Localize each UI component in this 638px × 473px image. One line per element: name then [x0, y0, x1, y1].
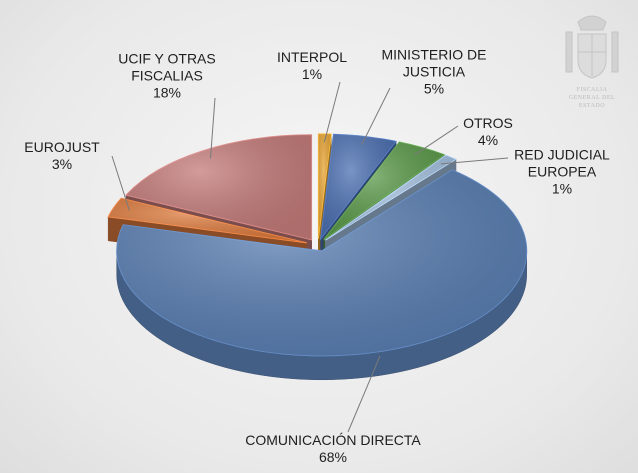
slice-shine: [318, 133, 332, 239]
value-label: 68%: [318, 449, 348, 465]
leader-line: [414, 125, 459, 156]
slice-label: OTROS 4%: [428, 115, 548, 149]
slice-shine: [126, 134, 312, 240]
category-label: OTROS: [463, 115, 513, 131]
leader-line: [361, 87, 391, 145]
slice-label: RED JUDICIAL EUROPEA 1%: [500, 147, 625, 198]
leader-line: [440, 157, 509, 165]
slice-label: COMUNICACIÓN DIRECTA 68%: [223, 432, 443, 466]
slice-label: MINISTERIO DE JUSTICIA 5%: [372, 47, 497, 98]
value-label: 5%: [423, 80, 445, 97]
slice-shine: [108, 198, 307, 243]
slice-shine: [325, 155, 457, 241]
slice-group: [116, 169, 528, 381]
leader-line: [323, 81, 341, 143]
leader-line: [210, 97, 216, 159]
slice-shine: [320, 134, 397, 239]
category-label: EUROJUST: [24, 139, 100, 155]
value-label: 1%: [551, 180, 573, 197]
value-label: 18%: [152, 84, 182, 101]
slice-label: EUROJUST 3%: [2, 139, 122, 173]
value-label: 3%: [51, 156, 73, 172]
category-label: MINISTERIO DE JUSTICIA: [381, 46, 487, 80]
value-label: 4%: [477, 132, 499, 148]
category-label: UCIF Y OTRAS FISCALIAS: [118, 50, 216, 84]
slice-shine: [323, 141, 445, 240]
slice-shine: [116, 169, 527, 356]
logo: [565, 15, 619, 79]
slice-label: UCIF Y OTRAS FISCALIAS 18%: [107, 51, 227, 102]
slice-label: INTERPOL 1%: [252, 49, 372, 83]
value-label: 1%: [301, 66, 323, 82]
category-label: INTERPOL: [276, 49, 347, 65]
leader-line: [347, 355, 381, 433]
category-label: COMUNICACIÓN DIRECTA: [245, 432, 421, 448]
logo-text: FISCALIA GENERAL DEL ESTADO: [568, 87, 616, 109]
category-label: RED JUDICIAL EUROPEA: [514, 146, 610, 180]
leader-line: [111, 155, 130, 211]
